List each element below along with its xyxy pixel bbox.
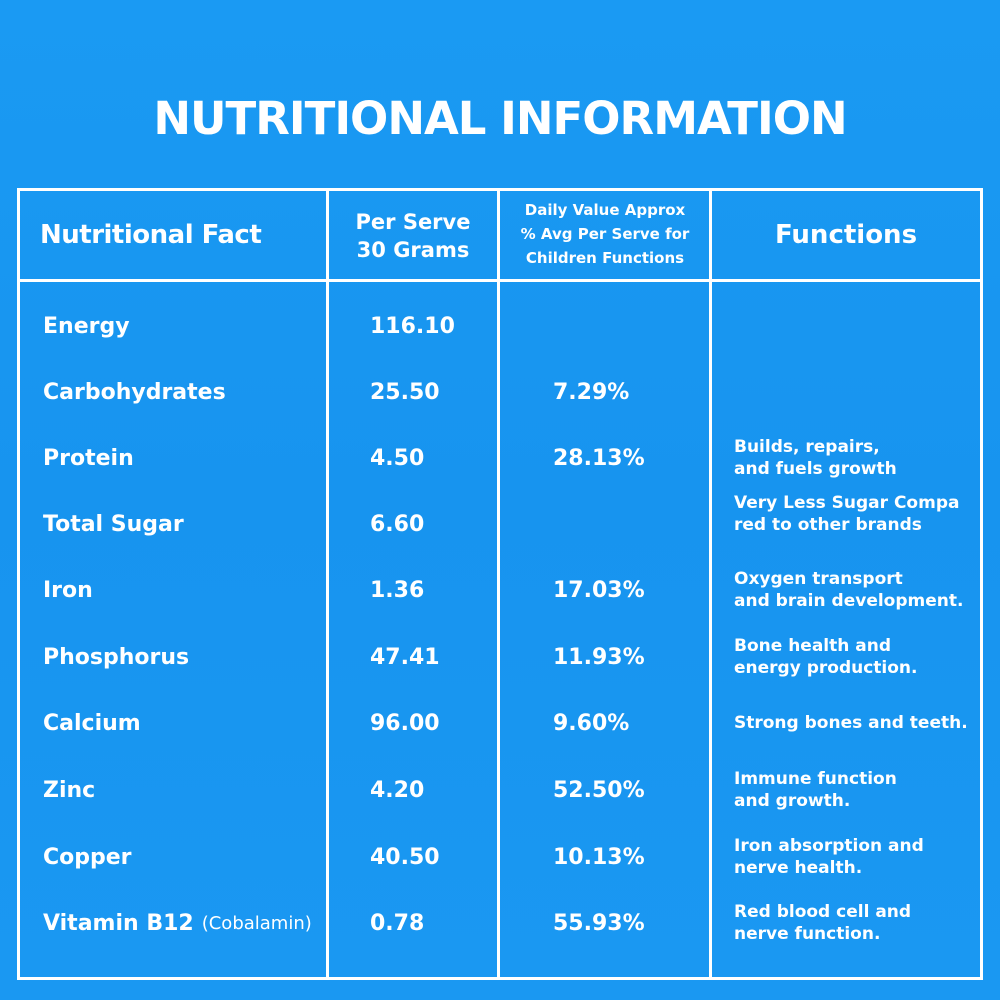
row-name-text: Calcium: [43, 710, 141, 736]
header-daily-value: Daily Value Approx % Avg Per Serve for C…: [500, 194, 710, 274]
row-function-line1: Red blood cell and: [734, 902, 912, 922]
row-name-text: Iron: [43, 577, 93, 603]
header-per-serve-line1: Per Serve: [355, 210, 471, 234]
row-per-serve: 0.78: [370, 910, 425, 936]
row-function-line2: red to other brands: [734, 515, 922, 535]
table-row: Carbohydrates 25.50 7.29%: [17, 359, 983, 425]
row-daily-value: 11.93%: [553, 644, 645, 670]
row-function: Very Less Sugar Compa red to other brands: [734, 481, 974, 547]
table-row: Zinc 4.20 52.50% Immune function and grow…: [17, 757, 983, 823]
row-name: Energy: [43, 293, 130, 359]
row-daily-value: 10.13%: [553, 844, 645, 870]
row-function-line2: nerve health.: [734, 858, 863, 878]
row-function-line1: Oxygen transport: [734, 569, 903, 589]
row-daily-value: 52.50%: [553, 777, 645, 803]
row-name: Phosphorus: [43, 624, 189, 690]
table-row: Vitamin B12 (Cobalamin) 0.78 55.93% Red b…: [17, 890, 983, 956]
row-name-text: Copper: [43, 844, 132, 870]
row-per-serve: 4.50: [370, 445, 425, 471]
table-row: Calcium 96.00 9.60% Strong bones and tee…: [17, 690, 983, 756]
column-divider-3: [709, 188, 712, 980]
row-per-serve: 6.60: [370, 511, 425, 537]
table-row: Total Sugar 6.60 Very Less Sugar Compa re…: [17, 491, 983, 557]
row-function: Red blood cell and nerve function.: [734, 890, 974, 956]
row-name: Total Sugar: [43, 491, 184, 557]
row-function-line1: Builds, repairs,: [734, 437, 880, 457]
row-per-serve: 116.10: [370, 313, 455, 339]
row-daily-value: 17.03%: [553, 577, 645, 603]
row-daily-value: 28.13%: [553, 445, 645, 471]
table-row: Energy 116.10: [17, 293, 983, 359]
header-daily-line2: % Avg Per Serve for: [520, 225, 690, 243]
header-per-serve-line2: 30 Grams: [356, 238, 470, 262]
row-function-line1: Very Less Sugar Compa: [734, 493, 960, 513]
row-name-text: Vitamin B12: [43, 910, 194, 936]
header-functions: Functions: [774, 220, 918, 250]
row-name-text: Carbohydrates: [43, 379, 226, 405]
row-function: Immune function and growth.: [734, 757, 974, 823]
row-name-text: Energy: [43, 313, 130, 339]
header-nutritional-fact: Nutritional Fact: [40, 220, 262, 250]
row-name-text: Zinc: [43, 777, 96, 803]
row-function-line1: Immune function: [734, 769, 897, 789]
header-per-serve: Per Serve 30 Grams: [329, 196, 497, 276]
row-function: Builds, repairs, and fuels growth: [734, 425, 974, 491]
row-function-line2: and brain development.: [734, 591, 964, 611]
table-row: Iron 1.36 17.03% Oxygen transport and bra…: [17, 557, 983, 623]
table-row: Protein 4.50 28.13% Builds, repairs, and …: [17, 425, 983, 491]
row-function: Iron absorption and nerve health.: [734, 824, 974, 890]
column-divider-1: [326, 188, 329, 980]
row-name-text: Protein: [43, 445, 134, 471]
row-function-line1: Iron absorption and: [734, 836, 924, 856]
row-name-text: Total Sugar: [43, 511, 184, 537]
row-daily-value: 7.29%: [553, 379, 630, 405]
column-divider-2: [497, 188, 500, 980]
row-per-serve: 25.50: [370, 379, 440, 405]
table-border-left: [17, 188, 20, 980]
table-border-bottom: [17, 977, 983, 980]
table-border-right: [980, 188, 983, 980]
row-per-serve: 40.50: [370, 844, 440, 870]
header-daily-line1: Daily Value Approx: [524, 201, 686, 219]
row-function: Oxygen transport and brain development.: [734, 557, 974, 623]
row-function: [734, 293, 974, 359]
row-function-line1: Strong bones and teeth.: [734, 713, 968, 733]
row-name: Iron: [43, 557, 93, 623]
row-daily-value: 55.93%: [553, 910, 645, 936]
page-title: NUTRITIONAL INFORMATION: [153, 92, 847, 145]
row-name: Calcium: [43, 690, 141, 756]
row-name: Protein: [43, 425, 134, 491]
row-per-serve: 1.36: [370, 577, 425, 603]
row-name: Zinc: [43, 757, 95, 823]
row-function-line2: and fuels growth: [734, 459, 897, 479]
header-divider: [17, 279, 983, 282]
row-name: Carbohydrates: [43, 359, 226, 425]
row-function: [734, 359, 974, 425]
row-function-line2: and growth.: [734, 791, 851, 811]
row-name-text: Phosphorus: [43, 644, 190, 670]
table-row: Phosphorus 47.41 11.93% Bone health and e…: [17, 624, 983, 690]
row-name: Copper: [43, 824, 132, 890]
nutrition-table: Nutritional Fact Per Serve 30 Grams Dail…: [17, 188, 983, 980]
table-border-top: [17, 188, 983, 191]
row-per-serve: 96.00: [370, 710, 440, 736]
row-function-line2: nerve function.: [734, 924, 881, 944]
row-function: Bone health and energy production.: [734, 624, 974, 690]
row-name-note: (Cobalamin): [201, 912, 312, 934]
row-daily-value: 9.60%: [553, 710, 630, 736]
row-per-serve: 47.41: [370, 644, 440, 670]
row-name: Vitamin B12 (Cobalamin): [43, 890, 312, 956]
row-function-line2: energy production.: [734, 658, 918, 678]
row-function-line1: Bone health and: [734, 636, 892, 656]
row-function: Strong bones and teeth.: [734, 690, 974, 756]
row-per-serve: 4.20: [370, 777, 425, 803]
header-daily-line3: Children Functions: [525, 249, 685, 267]
table-row: Copper 40.50 10.13% Iron absorption and n…: [17, 824, 983, 890]
